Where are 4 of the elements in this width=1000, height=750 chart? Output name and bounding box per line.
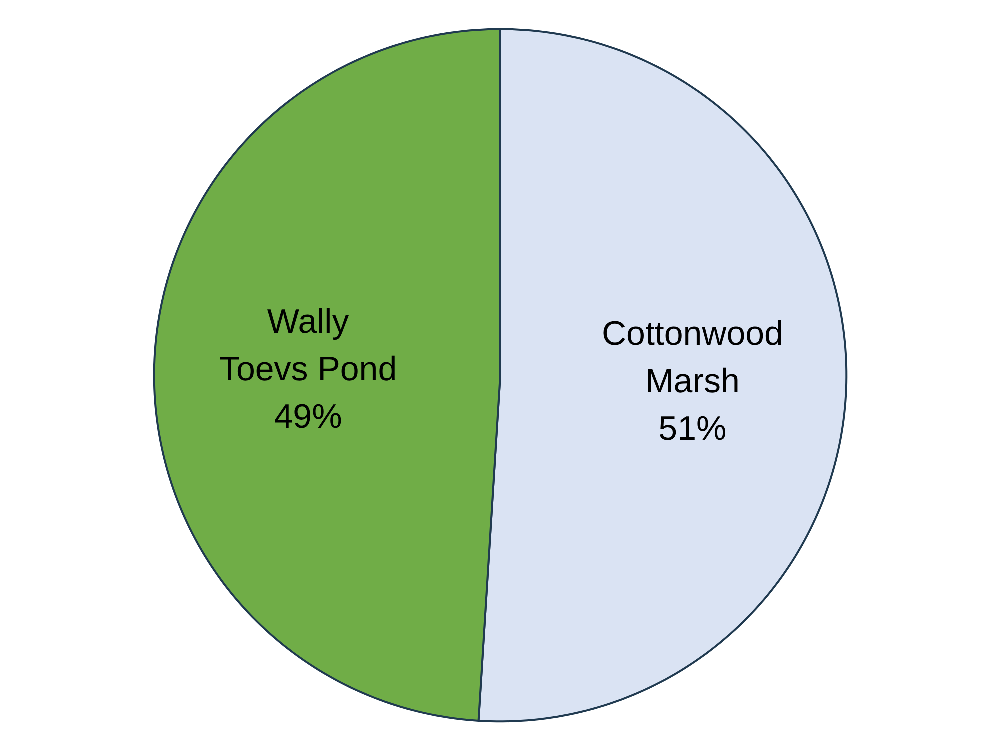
data-label: 49% — [274, 398, 342, 436]
slice-label: Cottonwood Marsh — [602, 315, 784, 401]
slice-label: Wally Toevs Pond — [219, 302, 398, 388]
data-label: 51% — [658, 410, 727, 448]
